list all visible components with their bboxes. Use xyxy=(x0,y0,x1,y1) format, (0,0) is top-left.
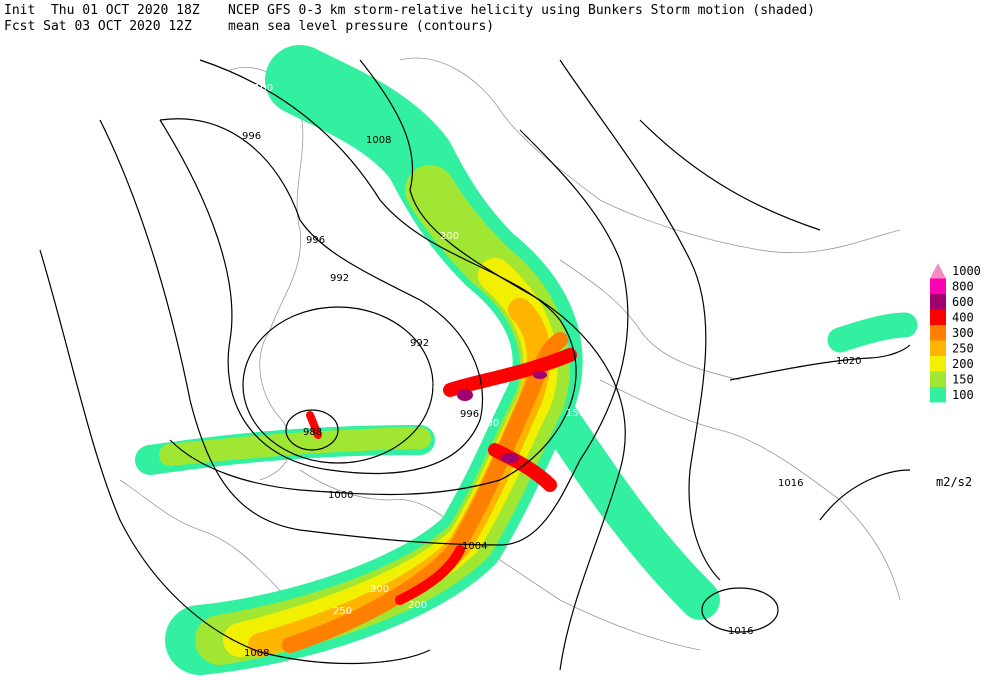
contour-label: 1004 xyxy=(462,541,487,552)
helicity-label: 100 xyxy=(118,281,137,292)
legend-swatch xyxy=(930,325,946,341)
legend-swatch xyxy=(930,309,946,325)
legend-unit: m2/s2 xyxy=(936,475,972,489)
legend-swatch xyxy=(930,294,946,310)
contour-label: 1020 xyxy=(836,356,861,367)
contour-label: 996 xyxy=(306,235,325,246)
legend-label: 150 xyxy=(952,372,974,386)
contour-label: 992 xyxy=(410,338,429,349)
legend-label: 200 xyxy=(952,357,974,371)
legend-label: 800 xyxy=(952,279,974,293)
subtitle: mean sea level pressure (contours) xyxy=(228,19,494,34)
pressure-contours xyxy=(39,59,911,671)
shade-spot xyxy=(457,389,473,401)
helicity-label: 300 xyxy=(370,584,389,595)
legend-swatch xyxy=(930,387,946,403)
legend-label: 100 xyxy=(952,388,974,402)
contour-label: 988 xyxy=(303,427,322,438)
legend-swatch xyxy=(930,263,946,279)
contour-label: 1008 xyxy=(366,135,391,146)
contour-label: 1016 xyxy=(778,478,803,489)
contour-labels: 996 1008 996 992 992 988 996 1000 1004 1… xyxy=(242,131,861,659)
legend-label: 400 xyxy=(952,310,974,324)
shade-spot xyxy=(533,371,547,379)
helicity-label: 400 xyxy=(480,418,499,429)
contour-label: 1000 xyxy=(328,490,353,501)
helicity-label: 250 xyxy=(333,606,352,617)
legend-label: 1000 xyxy=(952,264,981,278)
contour-label: 992 xyxy=(330,273,349,284)
helicity-label: 200 xyxy=(408,600,427,611)
contour-label: 1008 xyxy=(244,648,269,659)
legend-swatch xyxy=(930,371,946,387)
helicity-label: 100 xyxy=(86,381,105,392)
helicity-label: 150 xyxy=(148,614,167,625)
legend-swatch xyxy=(930,340,946,356)
helicity-label: 150 xyxy=(312,284,331,295)
contour-label: 996 xyxy=(242,131,261,142)
helicity-shading xyxy=(135,45,918,675)
helicity-label: 100 xyxy=(254,83,273,94)
legend-label: 600 xyxy=(952,295,974,309)
helicity-label: 150 xyxy=(566,408,585,419)
helicity-labels: 100 100 100 100 150 150 150 200 200 250 … xyxy=(50,83,593,625)
contour-label: 1016 xyxy=(728,626,753,637)
title: NCEP GFS 0-3 km storm-relative helicity … xyxy=(228,3,815,18)
contour-label: 996 xyxy=(460,409,479,420)
helicity-label: 200 xyxy=(440,231,459,242)
legend-swatch xyxy=(930,356,946,372)
shade-spot xyxy=(501,453,519,463)
legend-label: 300 xyxy=(952,326,974,340)
legend-swatch xyxy=(930,278,946,294)
helicity-label: 250 xyxy=(426,380,445,391)
coastlines xyxy=(119,57,901,651)
helicity-label: 100 xyxy=(50,530,69,541)
forecast-time: Fcst Sat 03 OCT 2020 12Z xyxy=(4,19,192,34)
init-time: Init Thu 01 OCT 2020 18Z xyxy=(4,3,200,18)
helicity-label: 300 xyxy=(574,306,593,317)
legend-label: 250 xyxy=(952,341,974,355)
